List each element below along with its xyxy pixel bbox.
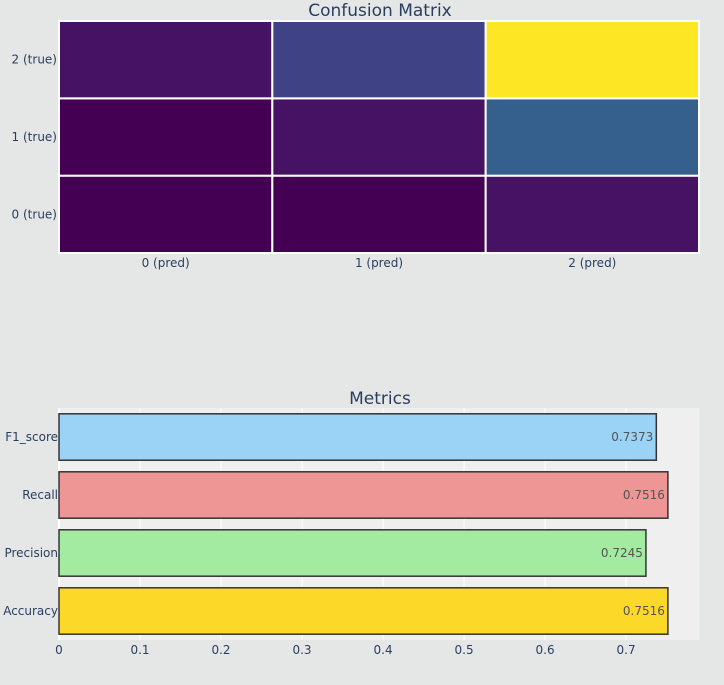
metrics-x-tick-label: 0.6	[536, 643, 555, 657]
metrics-title: Metrics	[349, 389, 411, 409]
metrics-y-tick-label: Accuracy	[3, 604, 58, 618]
heatmap-x-tick-label: 0 (pred)	[142, 256, 190, 270]
metric-bar-value-label: 0.7373	[611, 430, 653, 444]
heatmap-x-ticks: 0 (pred) 1 (pred) 2 (pred)	[142, 256, 617, 270]
heatmap-x-tick-label: 2 (pred)	[568, 256, 616, 270]
heatmap-cell	[484, 97, 700, 177]
heatmap-y-ticks: 0 (true) 1 (true) 2 (true)	[12, 53, 57, 222]
heatmap-y-tick-label: 2 (true)	[12, 53, 57, 67]
metric-bar-value-label: 0.7245	[601, 546, 643, 560]
metric-bar-precision	[58, 529, 647, 577]
heatmap-cell	[484, 20, 700, 100]
heatmap-y-tick-label: 0 (true)	[12, 207, 57, 221]
metric-bar-recall	[58, 471, 669, 519]
metrics-x-tick-label: 0.1	[130, 643, 149, 657]
metrics-bar-labels: 0.7516 0.7245 0.7516 0.7373	[601, 430, 665, 618]
metrics-chart: Metrics 0.7516 0.7245 0.7516 0.7373 Accurac…	[3, 389, 699, 657]
metrics-x-tick-label: 0.2	[211, 643, 230, 657]
metrics-bars	[58, 413, 669, 635]
heatmap-cell	[58, 174, 274, 255]
metrics-y-tick-label: Recall	[22, 488, 58, 502]
metrics-x-tick-label: 0.7	[617, 643, 636, 657]
metrics-x-tick-label: 0.4	[374, 643, 393, 657]
heatmap-x-tick-label: 1 (pred)	[355, 256, 403, 270]
metric-bar-value-label: 0.7516	[623, 604, 665, 618]
heatmap-cell	[58, 20, 274, 100]
heatmap-cells	[58, 20, 700, 255]
heatmap-y-tick-label: 1 (true)	[12, 130, 57, 144]
confusion-matrix-title: Confusion Matrix	[308, 1, 452, 21]
metrics-x-tick-label: 0	[55, 643, 63, 657]
metrics-x-tick-label: 0.5	[455, 643, 474, 657]
confusion-matrix-chart: Confusion Matrix 0 (pred) 1 (pred) 2 (pred…	[12, 1, 700, 270]
heatmap-cell	[58, 97, 274, 177]
heatmap-cell	[271, 174, 487, 255]
heatmap-cell	[271, 20, 487, 100]
metrics-x-ticks: 0 0.1 0.2 0.3 0.4 0.5 0.6 0.7	[55, 643, 635, 657]
metrics-y-ticks: Accuracy Precision Recall F1_score	[3, 430, 58, 618]
metric-bar-accuracy	[58, 587, 669, 635]
metrics-x-tick-label: 0.3	[292, 643, 311, 657]
heatmap-cell	[271, 97, 487, 177]
heatmap-cell	[484, 174, 700, 255]
metric-bar-f1-score	[58, 413, 658, 461]
metric-bar-value-label: 0.7516	[623, 488, 665, 502]
metrics-y-tick-label: Precision	[4, 546, 58, 560]
metrics-y-tick-label: F1_score	[5, 430, 58, 444]
